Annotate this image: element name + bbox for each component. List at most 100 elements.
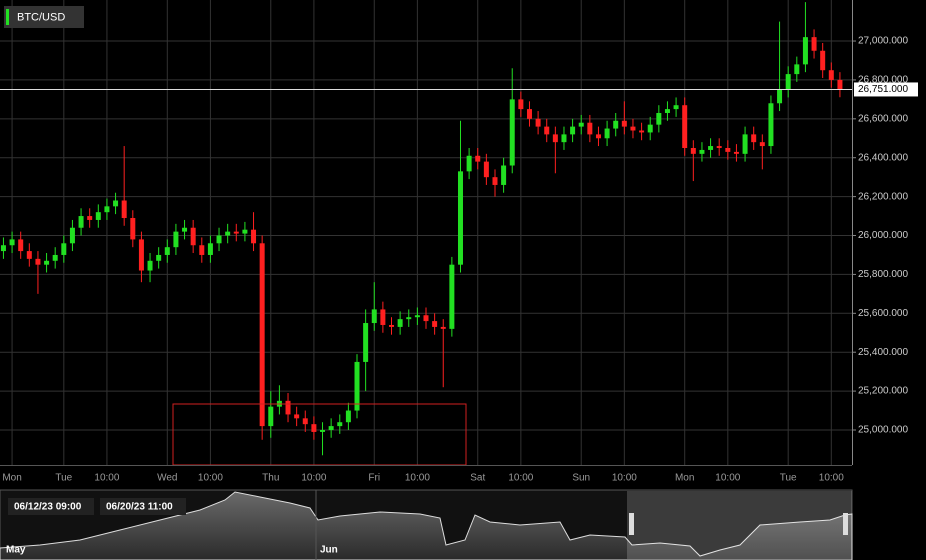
x-tick-label: 10:00 bbox=[94, 473, 119, 484]
candle-body bbox=[354, 361, 360, 411]
grid bbox=[0, 0, 852, 465]
x-tick-label: Tue bbox=[780, 473, 797, 484]
candle-body bbox=[182, 227, 188, 232]
x-tick-label: 10:00 bbox=[301, 473, 326, 484]
y-tick-label: 26,800.000 bbox=[858, 75, 908, 86]
candle-body bbox=[466, 155, 472, 172]
title-box bbox=[4, 6, 84, 28]
candle-body bbox=[811, 37, 817, 51]
candle-body bbox=[621, 120, 627, 127]
candle-body bbox=[156, 254, 162, 261]
candle-body bbox=[44, 260, 50, 265]
y-tick-label: 25,000.000 bbox=[858, 425, 908, 436]
candle-body bbox=[35, 258, 41, 265]
candle-body bbox=[699, 149, 705, 154]
candle-body bbox=[328, 426, 334, 430]
candle-body bbox=[121, 200, 127, 219]
candle-body bbox=[138, 239, 144, 271]
candle-body bbox=[742, 134, 748, 154]
candle-body bbox=[190, 227, 196, 246]
candle-body bbox=[604, 128, 610, 139]
candle-body bbox=[682, 105, 688, 148]
candle-body bbox=[302, 418, 308, 425]
candle-body bbox=[768, 103, 774, 147]
candle-body bbox=[9, 239, 15, 246]
month-label: May bbox=[6, 545, 26, 556]
candle-body bbox=[837, 79, 843, 90]
candle-body bbox=[78, 216, 84, 228]
candle-body bbox=[561, 134, 567, 143]
candle-body bbox=[95, 212, 101, 220]
candle-body bbox=[242, 229, 248, 234]
candle-body bbox=[337, 422, 343, 427]
candle-body bbox=[345, 410, 351, 423]
x-tick-label: Sun bbox=[572, 473, 590, 484]
navigator-selection[interactable] bbox=[627, 491, 852, 559]
candles bbox=[0, 2, 843, 456]
candle-body bbox=[716, 146, 722, 148]
candle-body bbox=[733, 151, 739, 154]
navigator-area bbox=[0, 491, 853, 560]
candle-body bbox=[725, 147, 731, 152]
candle-body bbox=[570, 126, 576, 135]
candle-body bbox=[552, 134, 558, 143]
candle-body bbox=[225, 231, 231, 236]
navigator-handle[interactable] bbox=[629, 513, 634, 535]
candle-body bbox=[759, 142, 765, 147]
candle-body bbox=[630, 126, 636, 131]
candle-body bbox=[61, 243, 67, 255]
last-price-box bbox=[854, 82, 918, 97]
candle-body bbox=[423, 315, 429, 322]
candle-body bbox=[509, 99, 515, 166]
y-tick-label: 27,000.000 bbox=[858, 36, 908, 47]
x-tick-label: Sat bbox=[470, 473, 485, 484]
candle-body bbox=[26, 251, 32, 259]
x-tick-label: Mon bbox=[675, 473, 694, 484]
chart-title: BTC/USD bbox=[17, 11, 65, 23]
y-tick-label: 26,000.000 bbox=[858, 230, 908, 241]
candle-body bbox=[664, 109, 670, 113]
candle-body bbox=[587, 122, 593, 135]
candle-body bbox=[708, 146, 714, 150]
candle-body bbox=[544, 126, 550, 135]
x-tick-label: 10:00 bbox=[819, 473, 844, 484]
candle-body bbox=[595, 134, 601, 139]
candle-body bbox=[673, 105, 679, 110]
candle-body bbox=[69, 227, 75, 244]
candle-body bbox=[475, 155, 481, 162]
candle-body bbox=[207, 243, 213, 255]
candle-body bbox=[690, 147, 696, 154]
navigator: 06/12/23 09:00 06/20/23 11:00 May Jun bbox=[0, 489, 853, 560]
range-start: 06/12/23 09:00 bbox=[14, 502, 82, 513]
candle-body bbox=[492, 177, 498, 185]
title-marker bbox=[6, 9, 9, 25]
candle-body bbox=[294, 414, 300, 419]
x-tick-label: Thu bbox=[262, 473, 279, 484]
candle-body bbox=[518, 99, 524, 110]
label-box bbox=[100, 498, 186, 515]
label-box bbox=[8, 498, 94, 515]
candle-body bbox=[802, 37, 808, 65]
candle-body bbox=[0, 245, 6, 252]
x-tick-label: 10:00 bbox=[198, 473, 223, 484]
candle-body bbox=[501, 165, 507, 185]
candle-body bbox=[285, 400, 291, 415]
candle-body bbox=[639, 130, 645, 133]
x-tick-label: Fri bbox=[368, 473, 380, 484]
candle-body bbox=[52, 254, 58, 261]
candle-body bbox=[371, 309, 377, 324]
navigator-handle[interactable] bbox=[843, 513, 848, 535]
range-end: 06/20/23 11:00 bbox=[106, 502, 173, 513]
candle-body bbox=[777, 89, 783, 104]
candle-body bbox=[18, 239, 24, 252]
candle-body bbox=[526, 109, 532, 119]
candle-body bbox=[113, 200, 119, 207]
candle-body bbox=[311, 424, 317, 432]
candle-body bbox=[164, 247, 170, 255]
x-tick-label: Tue bbox=[55, 473, 72, 484]
candle-body bbox=[820, 50, 826, 71]
candle-body bbox=[440, 326, 446, 329]
y-tick-label: 25,400.000 bbox=[858, 347, 908, 358]
